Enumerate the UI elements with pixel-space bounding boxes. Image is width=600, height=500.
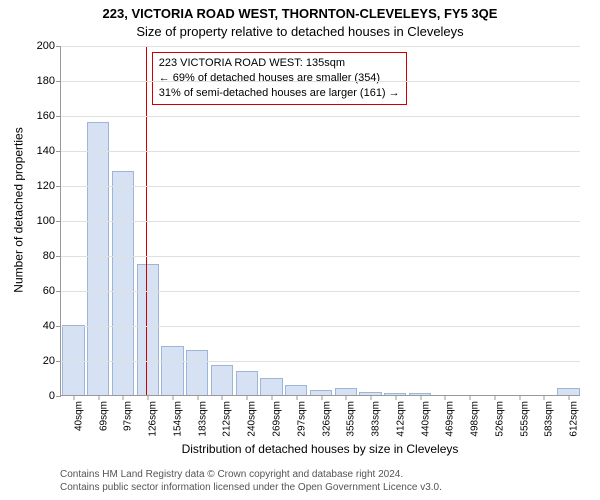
ytick-label: 160: [37, 110, 61, 122]
xtick-mark: [98, 395, 99, 400]
xtick-label: 269sqm: [271, 401, 282, 437]
gridline: [61, 186, 580, 187]
y-axis-label-wrap: Number of detached properties: [12, 0, 26, 420]
xtick-mark: [296, 395, 297, 400]
xtick-label: 297sqm: [296, 401, 307, 437]
gridline: [61, 256, 580, 257]
ytick-label: 140: [37, 145, 61, 157]
bar: [236, 371, 258, 396]
xtick-label: 355sqm: [346, 401, 357, 437]
xtick-label: 612sqm: [569, 401, 580, 437]
xtick-label: 383sqm: [371, 401, 382, 437]
xtick-mark: [395, 395, 396, 400]
xtick-label: 240sqm: [247, 401, 258, 437]
x-axis-label: Distribution of detached houses by size …: [60, 442, 580, 456]
info-line-3: 31% of semi-detached houses are larger (…: [159, 86, 400, 101]
xtick-mark: [445, 395, 446, 400]
xtick-mark: [470, 395, 471, 400]
xtick-label: 555sqm: [519, 401, 530, 437]
xtick-mark: [123, 395, 124, 400]
xtick-label: 40sqm: [73, 401, 84, 431]
bar: [137, 264, 159, 395]
bar: [285, 385, 307, 396]
gridline: [61, 151, 580, 152]
xtick-mark: [321, 395, 322, 400]
xtick-mark: [494, 395, 495, 400]
info-line-1: 223 VICTORIA ROAD WEST: 135sqm: [159, 56, 400, 71]
xtick-mark: [420, 395, 421, 400]
xtick-label: 440sqm: [420, 401, 431, 437]
info-box: 223 VICTORIA ROAD WEST: 135sqm ← 69% of …: [152, 52, 407, 105]
bar: [211, 365, 233, 395]
xtick-mark: [569, 395, 570, 400]
ytick-label: 100: [37, 215, 61, 227]
chart-subtitle: Size of property relative to detached ho…: [0, 24, 600, 39]
ytick-label: 0: [49, 390, 61, 402]
credit-line-2: Contains public sector information licen…: [60, 481, 580, 494]
xtick-mark: [371, 395, 372, 400]
xtick-mark: [247, 395, 248, 400]
xtick-mark: [222, 395, 223, 400]
xtick-mark: [519, 395, 520, 400]
gridline: [61, 81, 580, 82]
bar: [87, 122, 109, 395]
xtick-label: 326sqm: [321, 401, 332, 437]
xtick-label: 183sqm: [197, 401, 208, 437]
gridline: [61, 361, 580, 362]
gridline: [61, 221, 580, 222]
chart-title: 223, VICTORIA ROAD WEST, THORNTON-CLEVEL…: [0, 6, 600, 21]
gridline: [61, 326, 580, 327]
xtick-label: 469sqm: [445, 401, 456, 437]
bar: [260, 378, 282, 396]
xtick-mark: [544, 395, 545, 400]
xtick-label: 69sqm: [98, 401, 109, 431]
bar: [62, 325, 84, 395]
xtick-label: 126sqm: [148, 401, 159, 437]
plot-area: 223 VICTORIA ROAD WEST: 135sqm ← 69% of …: [60, 46, 580, 396]
xtick-label: 212sqm: [222, 401, 233, 437]
xtick-mark: [197, 395, 198, 400]
xtick-label: 498sqm: [470, 401, 481, 437]
ytick-label: 20: [43, 355, 61, 367]
ytick-label: 120: [37, 180, 61, 192]
xtick-label: 97sqm: [123, 401, 134, 431]
bar: [335, 388, 357, 395]
ytick-label: 40: [43, 320, 61, 332]
xtick-label: 412sqm: [395, 401, 406, 437]
bar: [161, 346, 183, 395]
xtick-mark: [148, 395, 149, 400]
ytick-label: 180: [37, 75, 61, 87]
xtick-label: 583sqm: [544, 401, 555, 437]
xtick-mark: [271, 395, 272, 400]
xtick-mark: [73, 395, 74, 400]
xtick-mark: [172, 395, 173, 400]
ytick-label: 60: [43, 285, 61, 297]
bar: [557, 388, 579, 395]
xtick-label: 154sqm: [172, 401, 183, 437]
y-axis-label: Number of detached properties: [12, 127, 26, 292]
xtick-label: 526sqm: [494, 401, 505, 437]
gridline: [61, 291, 580, 292]
credit-line-1: Contains HM Land Registry data © Crown c…: [60, 468, 580, 481]
gridline: [61, 116, 580, 117]
info-line-2: ← 69% of detached houses are smaller (35…: [159, 71, 400, 86]
bar: [186, 350, 208, 396]
ytick-label: 200: [37, 40, 61, 52]
credits: Contains HM Land Registry data © Crown c…: [60, 468, 580, 494]
ytick-label: 80: [43, 250, 61, 262]
gridline: [61, 46, 580, 47]
xtick-mark: [346, 395, 347, 400]
